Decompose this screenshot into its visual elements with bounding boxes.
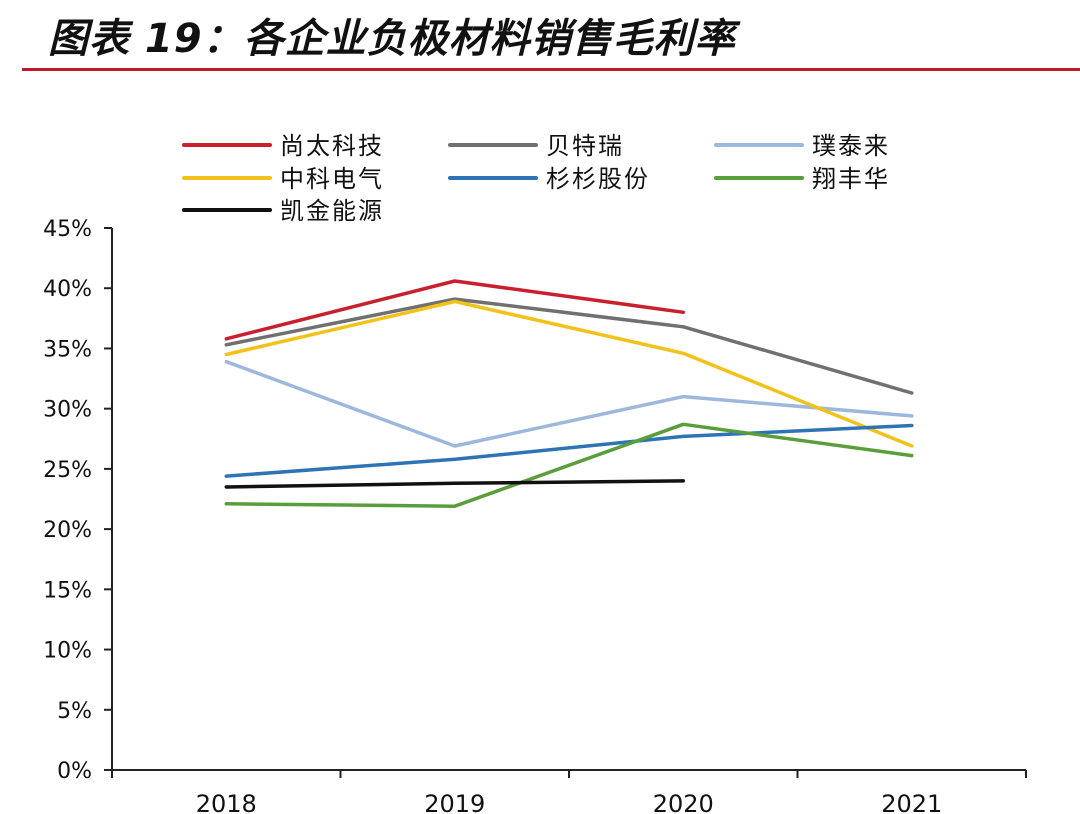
y-tick-label: 10% [43,639,92,664]
legend-label: 中科电气 [280,165,384,193]
chart-plot-area [224,279,914,508]
y-tick-label: 45% [43,217,92,242]
x-tick-label: 2021 [881,790,942,814]
y-tick-label: 35% [43,337,92,362]
legend-label: 尚太科技 [280,132,384,160]
series-line-杉杉股份 [224,423,914,478]
y-tick-label: 25% [43,458,92,483]
legend-label: 杉杉股份 [546,165,650,193]
series-line-尚太科技 [224,279,686,341]
legend-label: 凯金能源 [280,197,384,225]
legend-label: 璞泰来 [812,132,890,160]
y-tick-label: 40% [43,277,92,302]
chart-axes: 0% 5% 10% 15% 20% 25% 30% 35% 40% 45% 2018 2019 2020… [43,217,1027,814]
y-tick-label: 30% [43,398,92,423]
series-line-凯金能源 [224,479,686,489]
y-tick-label: 15% [43,578,92,603]
y-tick-label: 0% [57,759,92,784]
legend-label: 翔丰华 [812,165,890,193]
series-line-翔丰华 [224,422,914,508]
legend-label: 贝特瑞 [546,132,624,160]
y-tick-label: 5% [57,699,92,724]
series-line-璞泰来 [224,359,914,448]
x-tick-label: 2019 [424,790,485,814]
series-line-贝特瑞 [224,297,914,395]
x-tick-label: 2018 [196,790,257,814]
y-tick-label: 20% [43,518,92,543]
title-rule [22,68,1080,71]
series-line-中科电气 [224,299,914,448]
page-title: 图表 19：各企业负极材料销售毛利率 [48,16,736,62]
x-tick-label: 2020 [653,790,714,814]
